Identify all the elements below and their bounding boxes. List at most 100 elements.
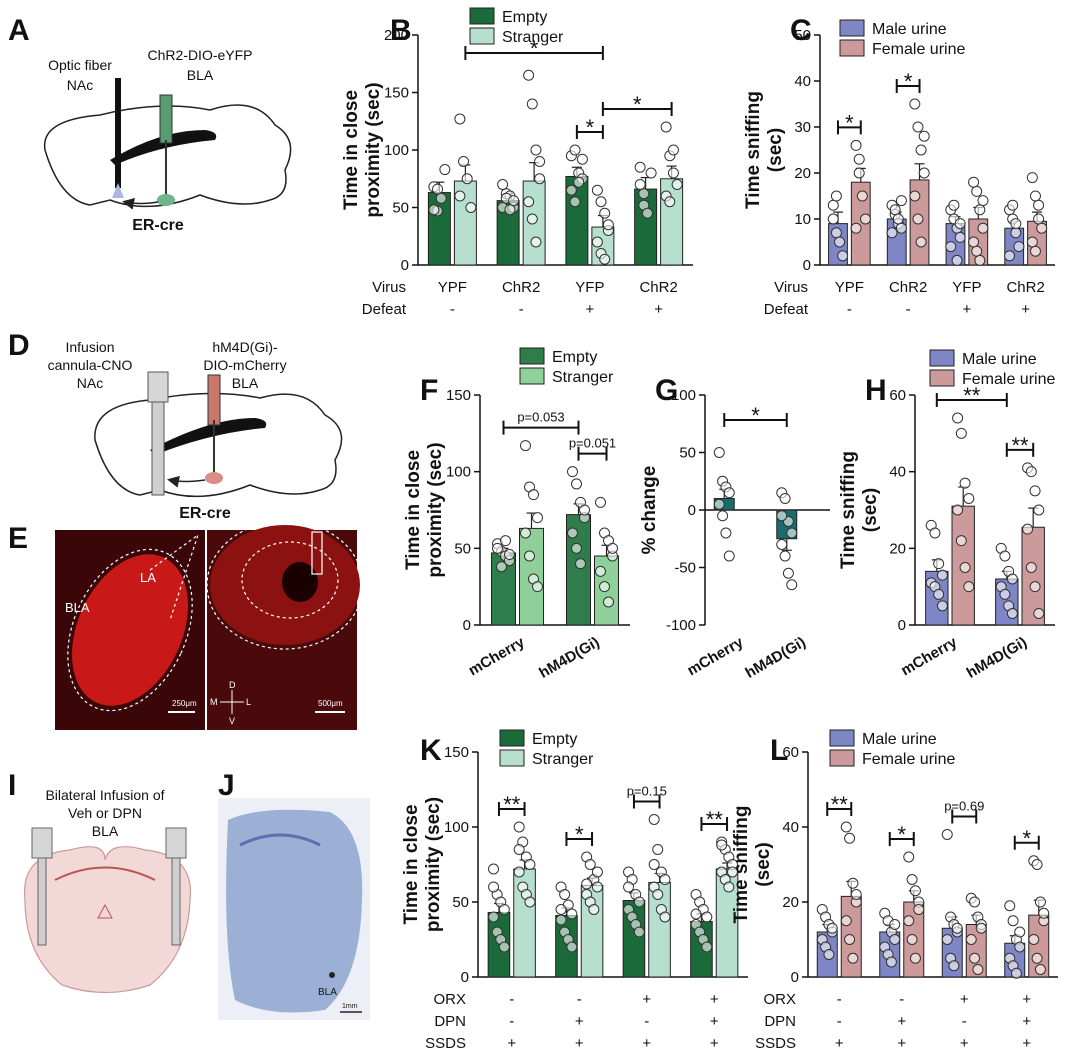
syringe — [159, 94, 173, 144]
injection-site-d — [205, 472, 223, 484]
legend-label: Empty — [552, 349, 597, 366]
scale-label-2: 500μm — [318, 699, 343, 708]
legend-swatch — [829, 729, 855, 747]
data-point — [526, 98, 538, 110]
data-point — [1010, 227, 1022, 239]
data-point — [975, 922, 987, 934]
y-axis-label: Time sniffing(sec) — [743, 91, 786, 209]
data-point — [723, 487, 735, 499]
y-axis-label: % change — [639, 466, 660, 555]
panel-label-d: D — [8, 329, 30, 362]
anterior-commissure — [282, 562, 318, 602]
condition-value: + — [897, 1035, 906, 1052]
data-point — [847, 877, 859, 889]
y-tick-label: 40 — [794, 73, 811, 90]
data-point — [599, 207, 611, 219]
data-point — [951, 254, 963, 266]
data-point — [530, 144, 542, 156]
corpus-callosum — [110, 130, 217, 165]
data-point — [435, 192, 447, 204]
data-point — [889, 934, 901, 945]
legend-swatch — [469, 7, 495, 25]
injection-site — [157, 194, 175, 206]
condition-value: - — [906, 301, 911, 318]
la-outline — [149, 533, 200, 621]
condition-value: - — [577, 991, 582, 1008]
legend-label: Male urine — [872, 21, 947, 38]
y-axis-label: Time sniffing(sec) — [731, 806, 774, 924]
condition-value: ChR2 — [639, 279, 677, 296]
significance-label: * — [904, 69, 913, 94]
significance-label: * — [845, 110, 854, 135]
data-point — [591, 866, 603, 878]
data-point — [1014, 926, 1026, 938]
y-tick-label: -100 — [666, 617, 696, 634]
panel-label-g: G — [655, 374, 678, 407]
la-label-e: LA — [140, 570, 156, 585]
data-point — [936, 600, 948, 612]
condition-value: YPF — [438, 279, 467, 296]
condition-value: + — [710, 1035, 719, 1052]
data-point — [840, 915, 852, 927]
data-point — [508, 195, 520, 207]
data-point — [513, 844, 525, 855]
data-point — [513, 866, 525, 878]
corpus-callosum-d — [150, 418, 267, 455]
data-point — [534, 156, 546, 167]
data-point — [948, 199, 960, 211]
data-point — [465, 202, 477, 213]
data-point — [850, 222, 862, 234]
condition-value: - — [519, 301, 524, 318]
data-point — [652, 844, 664, 855]
panel-i: I Bilateral Infusion of Veh or DPN BLA — [8, 769, 192, 994]
data-point — [497, 179, 509, 190]
data-point — [555, 904, 567, 915]
y-tick-label: 0 — [401, 257, 409, 274]
scale-label-1: 250μm — [172, 699, 197, 708]
data-point — [968, 176, 980, 188]
third-ventricle — [97, 903, 113, 919]
data-point — [1029, 245, 1041, 257]
data-point — [595, 496, 606, 508]
syringe-d — [207, 374, 221, 426]
data-point — [595, 196, 607, 208]
svg-text:V: V — [229, 716, 235, 726]
y-tick-label: 200 — [384, 27, 409, 44]
data-point — [720, 527, 732, 539]
y-tick-label: 150 — [444, 744, 469, 761]
data-point — [1026, 236, 1038, 248]
data-point — [671, 179, 683, 190]
data-point — [645, 167, 657, 179]
data-point — [526, 213, 538, 225]
data-point — [652, 889, 664, 900]
data-point — [633, 896, 645, 908]
hm4d-label-2: DIO-mCherry — [203, 357, 286, 373]
legend-label: Empty — [532, 731, 577, 748]
data-point — [500, 535, 511, 547]
condition-value: - — [847, 301, 852, 318]
data-point — [439, 164, 451, 176]
data-point — [827, 199, 839, 211]
y-tick-label: 10 — [794, 211, 811, 228]
y-axis-label: Time sniffing(sec) — [838, 451, 881, 569]
y-tick-label: 50 — [679, 445, 696, 462]
data-point — [571, 478, 582, 490]
condition-value: YFP — [575, 279, 604, 296]
legend-label: Stranger — [532, 751, 594, 768]
y-tick-label: 30 — [794, 119, 811, 136]
data-point — [886, 227, 898, 239]
category-label: hM4D(Gi) — [964, 634, 1030, 682]
row-label: SSDS — [425, 1035, 466, 1052]
data-point — [952, 504, 964, 516]
row-label: ORX — [763, 991, 796, 1008]
infusion-label-1: Infusion — [65, 339, 114, 355]
data-point — [595, 565, 606, 577]
row-label: ORX — [433, 991, 466, 1008]
data-point — [969, 952, 981, 964]
panel-e: E BLA LA 250μm 500μm D V M L — [8, 520, 364, 730]
data-point — [576, 153, 588, 165]
data-point — [1028, 934, 1040, 945]
data-point — [532, 581, 543, 593]
data-point — [954, 218, 966, 230]
